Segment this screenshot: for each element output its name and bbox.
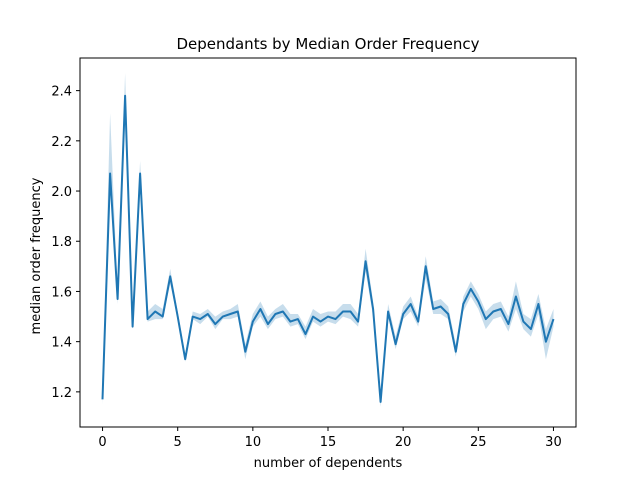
x-tick-label: 30 [545, 435, 562, 450]
y-tick-label: 1.4 [51, 336, 72, 351]
y-tick-label: 2.0 [51, 185, 72, 200]
y-tick-label: 1.8 [51, 235, 72, 250]
plot-area: 0 5 10 15 20 25 30 1.2 1.4 1.6 1.8 2.0 2.2 2.4 [51, 57, 577, 450]
y-tick-label: 1.6 [51, 285, 72, 300]
x-tick-label: 20 [395, 435, 412, 450]
series-line [101, 94, 555, 403]
y-tick-label: 1.2 [51, 386, 72, 401]
x-tick-label: 15 [320, 435, 337, 450]
x-tick-label: 10 [245, 435, 262, 450]
x-tick-label: 25 [470, 435, 487, 450]
x-tick-label: 5 [174, 435, 182, 450]
x-tick-label: 0 [98, 435, 106, 450]
chart-title: Dependants by Median Order Frequency [176, 35, 479, 53]
x-axis-title: number of dependents [254, 456, 403, 471]
y-tick-label: 2.4 [51, 85, 72, 100]
y-axis-title: median order frequency [29, 177, 44, 334]
y-tick-label: 2.2 [51, 135, 72, 150]
